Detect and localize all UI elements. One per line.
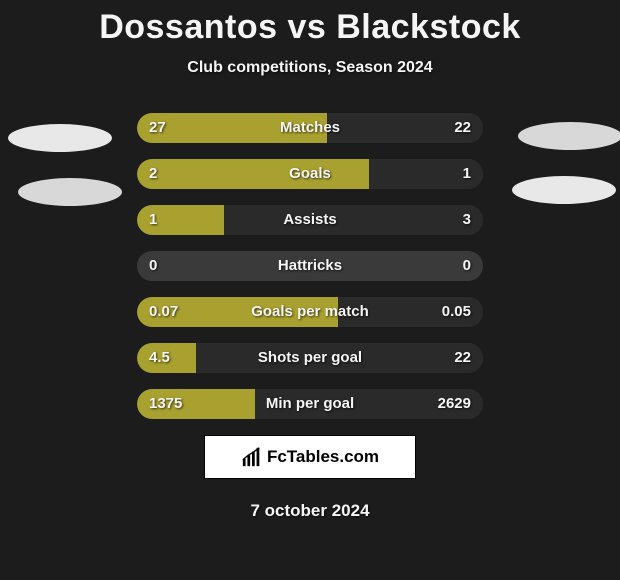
subtitle: Club competitions, Season 2024 <box>0 59 620 77</box>
watermark-badge: FcTables.com <box>204 435 416 479</box>
logo-placeholder-left-2 <box>18 178 122 206</box>
logo-placeholder-left-1 <box>8 124 112 152</box>
stat-label: Goals <box>137 159 483 189</box>
stat-row: 0.070.05Goals per match <box>137 297 483 327</box>
stat-row: 21Goals <box>137 159 483 189</box>
date-label: 7 october 2024 <box>0 501 620 521</box>
stat-label: Matches <box>137 113 483 143</box>
stat-label: Assists <box>137 205 483 235</box>
stat-row: 4.522Shots per goal <box>137 343 483 373</box>
stat-row: 13752629Min per goal <box>137 389 483 419</box>
stat-row: 13Assists <box>137 205 483 235</box>
logo-placeholder-right-2 <box>512 176 616 204</box>
stat-label: Shots per goal <box>137 343 483 373</box>
stat-label: Min per goal <box>137 389 483 419</box>
chart-icon <box>241 446 263 468</box>
stat-label: Goals per match <box>137 297 483 327</box>
logo-placeholder-right-1 <box>518 122 620 150</box>
stat-row: 00Hattricks <box>137 251 483 281</box>
watermark-text: FcTables.com <box>267 447 379 467</box>
page-title: Dossantos vs Blackstock <box>0 0 620 47</box>
stat-label: Hattricks <box>137 251 483 281</box>
stat-row: 2722Matches <box>137 113 483 143</box>
stats-container: 2722Matches 21Goals 13Assists 00Hattricks 0.… <box>137 113 483 419</box>
